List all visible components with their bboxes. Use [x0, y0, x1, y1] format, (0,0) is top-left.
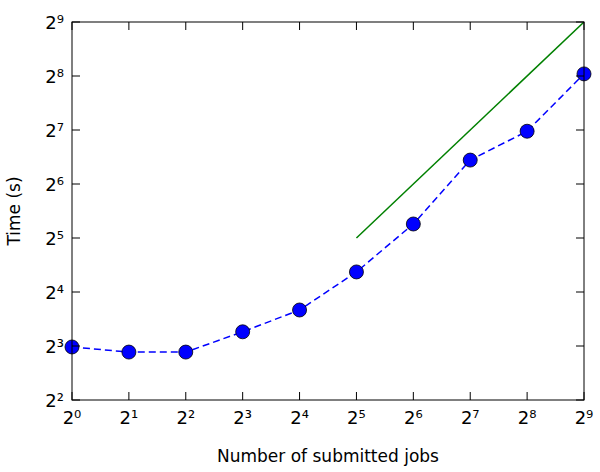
data-point — [463, 153, 477, 167]
data-point — [179, 345, 193, 359]
y-tick-right — [576, 184, 584, 185]
data-point — [349, 265, 363, 279]
y-tick-label: 2⁴ — [45, 282, 64, 303]
x-tick-label: 2⁵ — [347, 407, 366, 428]
y-tick — [72, 130, 80, 131]
x-tick-top — [128, 22, 129, 30]
x-tick — [299, 392, 300, 400]
data-markers — [65, 67, 591, 359]
data-point — [293, 303, 307, 317]
x-tick-label: 2⁴ — [290, 407, 309, 428]
x-tick — [242, 392, 243, 400]
x-tick — [584, 392, 585, 400]
x-tick-top — [242, 22, 243, 30]
y-axis-label: Time (s) — [4, 176, 24, 246]
x-tick-label: 2¹ — [120, 407, 139, 428]
x-tick — [72, 392, 73, 400]
x-tick-top — [185, 22, 186, 30]
x-tick-top — [584, 22, 585, 30]
x-tick-label: 2⁸ — [518, 407, 537, 428]
y-tick — [72, 76, 80, 77]
y-tick-right — [576, 346, 584, 347]
x-axis-label: Number of submitted jobs — [217, 446, 439, 466]
x-tick-label: 2⁹ — [575, 407, 594, 428]
x-tick-top — [413, 22, 414, 30]
data-point — [520, 124, 534, 138]
x-tick — [128, 392, 129, 400]
y-tick — [72, 346, 80, 347]
y-tick — [72, 400, 80, 401]
y-tick-label: 2⁷ — [45, 120, 64, 141]
y-tick-label: 2⁶ — [45, 174, 64, 195]
x-tick — [413, 392, 414, 400]
chart: 2⁰ 2¹ 2² 2³ 2⁴ 2⁵ 2⁶ 2⁷ 2⁸ 2⁹ 2² 2³ 2⁴ 2⁵ 2⁶ 2⁷ 2⁸ 2⁹ Numb… — [0, 0, 600, 472]
background — [0, 0, 600, 472]
y-tick-label: 2² — [45, 390, 64, 411]
y-tick — [72, 238, 80, 239]
x-tick-label: 2⁷ — [461, 407, 480, 428]
x-tick-top — [527, 22, 528, 30]
series-line — [356, 22, 584, 238]
x-tick-top — [72, 22, 73, 30]
x-tick — [527, 392, 528, 400]
data-point — [236, 325, 250, 339]
y-tick-label: 2⁸ — [45, 66, 64, 87]
y-tick-right — [576, 238, 584, 239]
data-point — [406, 217, 420, 231]
x-tick-label: 2² — [176, 407, 195, 428]
y-tick-right — [576, 400, 584, 401]
x-tick-label: 2³ — [233, 407, 252, 428]
y-tick-right — [576, 130, 584, 131]
y-tick — [72, 292, 80, 293]
x-tick-top — [470, 22, 471, 30]
y-tick — [72, 184, 80, 185]
x-tick-top — [356, 22, 357, 30]
y-tick-right — [576, 22, 584, 23]
x-tick — [185, 392, 186, 400]
x-tick — [356, 392, 357, 400]
x-tick-label: 2⁰ — [63, 407, 82, 428]
x-tick — [470, 392, 471, 400]
x-tick-label: 2⁶ — [404, 407, 423, 428]
series-line — [72, 74, 584, 352]
plot-frame — [72, 22, 584, 400]
y-tick-label: 2⁵ — [45, 228, 64, 249]
y-tick-right — [576, 76, 584, 77]
y-tick — [72, 22, 80, 23]
y-tick-right — [576, 292, 584, 293]
x-tick-top — [299, 22, 300, 30]
y-tick-label: 2⁹ — [45, 12, 64, 33]
data-lines — [72, 22, 584, 352]
y-tick-label: 2³ — [45, 336, 64, 357]
data-point — [122, 345, 136, 359]
